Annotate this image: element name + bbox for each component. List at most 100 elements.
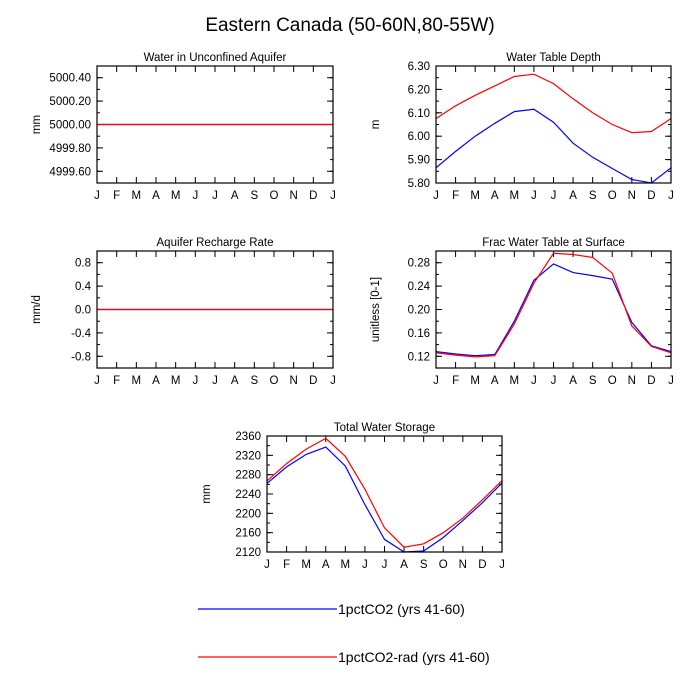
series-line-1	[435, 263, 672, 357]
x-tick-label: J	[192, 190, 198, 202]
y-tick-label: 0.28	[408, 258, 430, 270]
x-tick-label: A	[322, 559, 330, 571]
y-tick-label: 0.24	[408, 281, 431, 293]
x-tick-label: M	[132, 190, 142, 202]
x-tick-label: M	[510, 190, 520, 202]
x-tick-label: A	[491, 190, 499, 202]
x-tick-label: O	[270, 190, 279, 202]
series-line-2	[266, 437, 503, 548]
y-tick-label: 2280	[235, 470, 261, 482]
legend-entry-2: 1pctCO2-rad (yrs 41-60)	[198, 649, 490, 665]
y-axis-label: mm/d	[31, 295, 43, 324]
x-tick-label: J	[433, 190, 439, 202]
x-tick-label: A	[231, 190, 239, 202]
y-tick-label: -0.8	[71, 351, 91, 363]
x-tick-label: O	[270, 375, 279, 387]
plot-frame	[96, 65, 334, 184]
x-tick-label: A	[569, 190, 577, 202]
y-axis-label: mm	[31, 115, 43, 134]
x-tick-label: D	[478, 559, 486, 571]
x-tick-label: F	[452, 190, 459, 202]
y-tick-label: 5000.20	[49, 96, 91, 108]
x-tick-label: J	[433, 375, 439, 387]
x-tick-label: D	[647, 190, 655, 202]
x-tick-label: S	[589, 190, 597, 202]
x-tick-label: F	[113, 190, 120, 202]
x-tick-label: S	[250, 190, 258, 202]
x-tick-label: S	[250, 375, 258, 387]
x-tick-label: J	[212, 190, 218, 202]
x-tick-label: J	[192, 375, 198, 387]
legend-label: 1pctCO2-rad (yrs 41-60)	[338, 649, 490, 665]
plot-frame	[435, 65, 672, 184]
x-tick-label: N	[628, 375, 636, 387]
series-line-2	[435, 252, 672, 358]
plot-frame	[435, 250, 672, 369]
x-tick-label: D	[309, 190, 317, 202]
x-tick-label: O	[439, 559, 448, 571]
y-axis-label: mm	[201, 484, 213, 503]
y-tick-label: 5.90	[408, 155, 430, 167]
x-tick-label: J	[264, 559, 270, 571]
x-tick-label: J	[362, 559, 368, 571]
x-tick-label: N	[290, 375, 298, 387]
x-tick-label: J	[551, 190, 557, 202]
y-tick-label: 2160	[235, 528, 261, 540]
y-tick-label: 2320	[235, 450, 261, 462]
y-tick-label: 4999.60	[49, 166, 91, 178]
figure-title: Eastern Canada (50-60N,80-55W)	[205, 15, 494, 36]
y-tick-label: 6.30	[408, 61, 430, 73]
y-tick-label: 2360	[235, 431, 261, 443]
x-tick-label: A	[569, 375, 577, 387]
panel-title: Water in Unconfined Aquifer	[144, 52, 287, 64]
x-tick-label: M	[341, 559, 351, 571]
y-tick-label: 4999.80	[49, 143, 91, 155]
y-tick-label: 5.80	[408, 178, 430, 190]
series-line-2	[435, 73, 672, 134]
y-tick-label: 6.20	[408, 84, 430, 96]
chart-panel-4: Frac Water Table at Surface unitless [0-1…	[370, 237, 674, 387]
x-tick-label: J	[531, 190, 537, 202]
y-tick-label: 2120	[235, 547, 261, 559]
x-tick-label: A	[491, 375, 499, 387]
x-tick-label: M	[171, 375, 181, 387]
x-tick-label: N	[459, 559, 467, 571]
plot-frame	[266, 435, 503, 553]
panel-title: Water Table Depth	[506, 52, 601, 64]
x-tick-label: A	[400, 559, 408, 571]
x-tick-label: J	[551, 375, 557, 387]
x-tick-label: J	[330, 190, 336, 202]
y-tick-label: 5000.40	[49, 73, 91, 85]
x-tick-label: F	[113, 375, 120, 387]
panel-title: Total Water Storage	[334, 422, 435, 434]
x-tick-label: M	[132, 375, 142, 387]
panel-title: Frac Water Table at Surface	[482, 237, 625, 249]
x-tick-label: M	[510, 375, 520, 387]
plot-frame	[96, 250, 334, 369]
x-tick-label: J	[382, 559, 388, 571]
series-line-1	[435, 108, 672, 184]
y-axis-label: unitless [0-1]	[370, 277, 382, 342]
x-tick-label: J	[94, 190, 100, 202]
series-line-1	[266, 446, 503, 553]
y-tick-label: 0.20	[408, 305, 430, 317]
y-tick-label: 0.4	[75, 281, 92, 293]
x-tick-label: J	[531, 375, 537, 387]
x-tick-label: S	[589, 375, 597, 387]
x-tick-label: M	[301, 559, 311, 571]
x-tick-label: N	[290, 190, 298, 202]
x-tick-label: A	[231, 375, 239, 387]
y-tick-label: 6.10	[408, 108, 430, 120]
legend-label: 1pctCO2 (yrs 41-60)	[338, 601, 465, 617]
y-tick-label: 5000.00	[49, 120, 91, 132]
y-tick-label: 0.8	[75, 258, 91, 270]
y-tick-label: 2240	[235, 489, 261, 501]
legend: 1pctCO2 (yrs 41-60) 1pctCO2-rad (yrs 41-6…	[198, 601, 490, 665]
x-tick-label: J	[212, 375, 218, 387]
x-tick-label: M	[470, 190, 480, 202]
